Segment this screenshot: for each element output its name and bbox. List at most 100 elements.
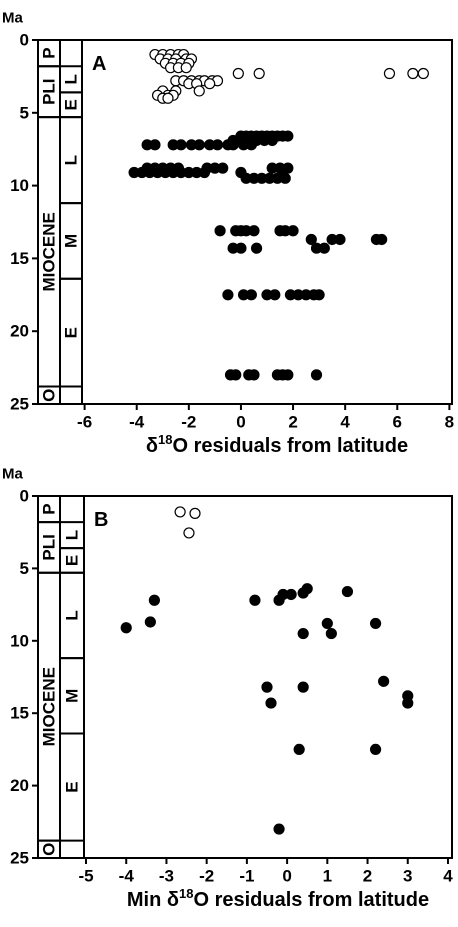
x-tick-label: -1 (239, 867, 254, 886)
strat-label: L (63, 610, 82, 620)
y-tick-label: 20 (10, 776, 29, 795)
y-tick-label: 0 (20, 487, 29, 506)
strat-label: M (63, 689, 82, 703)
strat-label: PLI (40, 78, 59, 104)
y-tick-label: 0 (20, 31, 29, 50)
strat-label: M (62, 234, 81, 248)
x-axis-label: δ18O residuals from latitude (146, 432, 408, 458)
open-point (383, 67, 396, 80)
x-tick-label: -4 (119, 867, 135, 886)
strat-label: L (62, 155, 81, 165)
filled-point (248, 369, 260, 381)
x-tick-label: -2 (181, 413, 196, 432)
filled-point (217, 162, 229, 174)
y-tick-label: 10 (10, 176, 29, 195)
open-point (174, 506, 186, 518)
panel-label: B (94, 509, 108, 531)
filled-point (341, 585, 354, 598)
x-tick-label: 6 (393, 413, 402, 432)
filled-point (282, 369, 294, 381)
x-tick-label: 0 (282, 867, 291, 886)
strat-label: E (62, 327, 81, 338)
strat-label: MIOCENE (40, 212, 59, 291)
filled-point (266, 134, 278, 147)
strat-label: P (40, 47, 59, 58)
filled-point (297, 681, 309, 693)
filled-point (279, 172, 291, 184)
filled-point (214, 225, 226, 237)
open-point (183, 527, 195, 539)
filled-point (301, 583, 313, 595)
filled-point (250, 242, 263, 254)
y-axis-label: Ma (2, 466, 23, 483)
x-tick-label: 4 (340, 413, 350, 432)
y-tick-label: 15 (10, 249, 29, 268)
filled-point (222, 289, 234, 301)
strat-label: E (62, 99, 81, 110)
x-axis-label-sup: 18 (179, 886, 193, 901)
open-point (204, 78, 216, 90)
filled-point (193, 139, 205, 151)
strat-label: MIOCENE (40, 667, 59, 746)
filled-point (235, 242, 247, 254)
x-axis-label-part: Min δ (127, 889, 179, 911)
open-point (180, 62, 192, 74)
open-point (232, 67, 244, 80)
strat-label: L (63, 530, 82, 540)
plot-frame (83, 495, 453, 859)
filled-point (287, 225, 299, 237)
filled-point (227, 139, 239, 151)
filled-point (211, 139, 224, 151)
filled-point (325, 627, 337, 640)
filled-point (369, 743, 382, 756)
filled-point (245, 139, 257, 151)
x-tick-label: 8 (445, 413, 454, 432)
filled-point (149, 139, 161, 151)
filled-point (402, 697, 414, 709)
y-tick-label: 25 (10, 849, 29, 868)
x-tick-label: -4 (129, 413, 145, 432)
x-axis-label-part: δ (146, 435, 158, 457)
open-point (407, 67, 419, 80)
x-axis-label-part: O residuals from latitude (193, 889, 429, 911)
filled-point (144, 616, 156, 628)
strat-label: P (40, 503, 59, 514)
strat-label: O (40, 389, 59, 402)
x-tick-label: 3 (403, 867, 412, 886)
x-tick-label: -5 (78, 867, 93, 886)
filled-point (321, 617, 333, 630)
y-tick-label: 20 (10, 322, 29, 341)
filled-point (269, 289, 281, 301)
filled-point (261, 681, 273, 693)
filled-point (273, 823, 285, 835)
filled-point (120, 622, 132, 634)
filled-point (369, 617, 382, 630)
filled-point (313, 289, 325, 301)
filled-point (305, 233, 317, 246)
filled-point (378, 675, 390, 687)
filled-point (175, 139, 187, 151)
filled-point (230, 369, 242, 381)
y-axis-label: Ma (2, 10, 23, 27)
open-point (253, 67, 265, 80)
filled-point (310, 369, 323, 381)
strat-label: O (40, 843, 59, 856)
y-tick-label: 5 (20, 559, 29, 578)
x-tick-label: -6 (77, 413, 92, 432)
open-point (189, 507, 201, 519)
filled-point (245, 289, 257, 301)
filled-point (198, 166, 211, 179)
filled-point (318, 242, 330, 254)
strat-label: E (63, 555, 82, 566)
x-tick-label: -3 (159, 867, 174, 886)
open-point (162, 92, 174, 104)
y-tick-label: 15 (10, 704, 29, 723)
filled-point (265, 697, 277, 709)
y-tick-label: 10 (10, 631, 29, 650)
x-tick-label: 0 (236, 413, 245, 432)
open-point (193, 85, 205, 97)
y-tick-label: 5 (20, 103, 29, 122)
x-tick-label: 1 (323, 867, 332, 886)
